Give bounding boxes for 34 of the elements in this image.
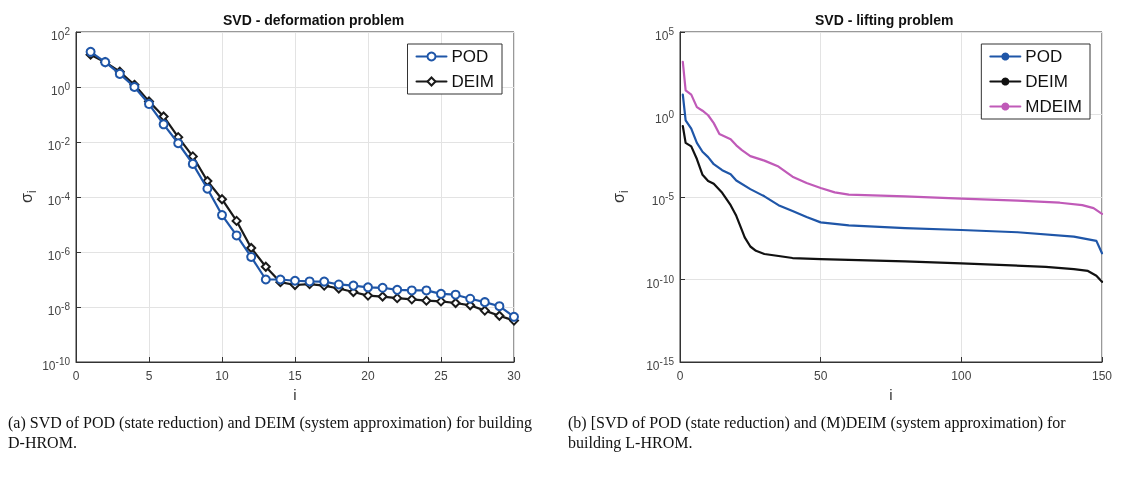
y-tick-label: 10$^{-15}$: [646, 355, 674, 375]
y-tick-label: 10$^{-5}$: [651, 190, 674, 210]
x-tick-label: 15: [288, 369, 302, 383]
x-axis-title: i: [293, 385, 297, 403]
y-tick-label: 10$^{0}$: [51, 80, 70, 100]
y-tick-label: 10$^{0}$: [655, 107, 674, 128]
y-tick-label: 10$^{-10}$: [646, 272, 674, 293]
y-tick-label: 10$^{-4}$: [47, 190, 70, 210]
x-tick-label: 50: [813, 369, 828, 383]
text: (b) [SVD of POD (state reduction) and (M)DEIM (system approximation) for building L-HROM.: [568, 413, 1070, 452]
legend-label: MDEIM: [1025, 97, 1083, 116]
y-tick-label: 10$^{5}$: [655, 25, 674, 45]
x-tick-label: 25: [434, 369, 448, 383]
x-tick-label: 100: [951, 369, 972, 383]
legend-label: DEIM: [1025, 72, 1068, 91]
y-tick-label: 10$^{-8}$: [47, 300, 70, 320]
y-tick-label: 10$^{2}$: [51, 25, 70, 45]
y-tick-label: 10$^{-6}$: [47, 245, 70, 265]
x-tick-label: 0: [676, 369, 684, 383]
x-tick-label: 5: [145, 369, 153, 383]
x-tick-label: 150: [1091, 369, 1113, 383]
legend-label: POD: [1025, 47, 1063, 66]
y-tick-label: 10$^{-10}$: [42, 355, 70, 375]
chart-title: SVD - lifting problem: [815, 12, 954, 28]
text: (a) SVD of POD (state reduction) and DEIM (system approximation) for building D-HROM.: [8, 413, 536, 451]
legend-label: POD: [451, 47, 489, 66]
x-tick-label: 20: [361, 369, 375, 383]
x-tick-label: 30: [507, 369, 521, 383]
legend-label: DEIM: [451, 72, 494, 91]
x-tick-label: 0: [72, 369, 80, 383]
x-tick-label: 10: [215, 369, 229, 383]
chart-title: SVD - deformation problem: [223, 12, 405, 28]
y-tick-label: 10$^{-2}$: [47, 135, 70, 155]
x-axis-title: i: [889, 385, 893, 403]
